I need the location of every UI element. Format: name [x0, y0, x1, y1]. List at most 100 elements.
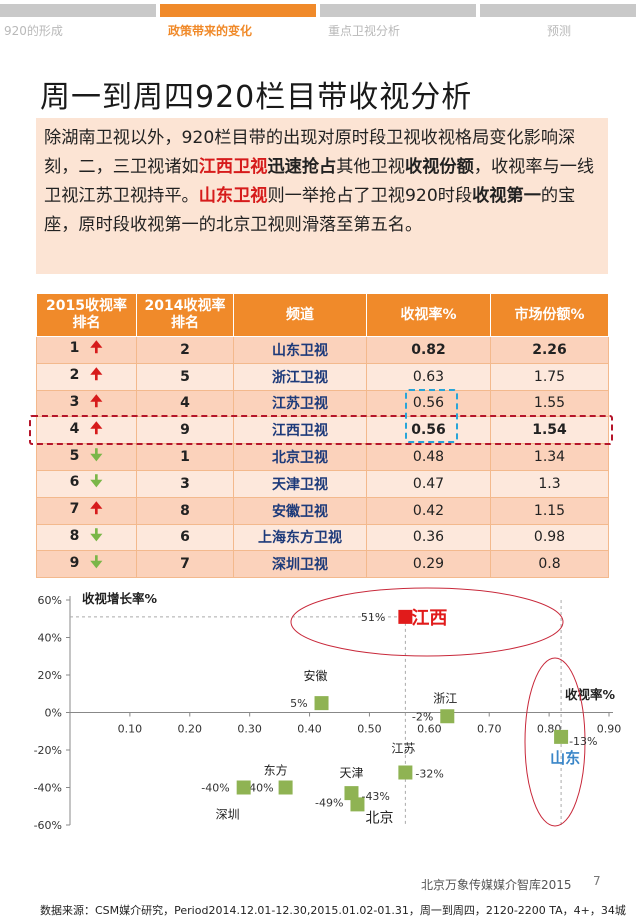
x-tick-label: 0.10 — [118, 723, 143, 736]
tab-label: 预测 — [546, 24, 571, 38]
point-name-label: 北京 — [365, 810, 393, 826]
rating-cell: 0.56 — [366, 416, 491, 445]
channel-cell: 安徽卫视 — [233, 496, 367, 525]
data-source-footer: 数据来源：CSM媒介研究，Period2014.12.01-12.30,2015… — [40, 904, 626, 917]
tab-920-formation[interactable]: 920的形成 — [0, 0, 160, 42]
source-credit: 北京万象传媒媒介智库2015 — [421, 878, 572, 892]
point-name-label: 天津 — [339, 766, 363, 780]
rank-2014-cell: 3 — [136, 469, 234, 498]
intro-text: ，收视率与一线卫视江苏卫视持平。 — [44, 157, 595, 206]
share-cell: 1.34 — [490, 443, 609, 471]
data-point-北京 — [350, 797, 365, 812]
data-point-安徽 — [314, 696, 329, 711]
x-tick-label: 0.20 — [178, 723, 203, 736]
share-cell: 1.54 — [490, 416, 609, 445]
channel-cell: 深圳卫视 — [233, 550, 367, 579]
intro-text: 除湖南卫视以外，920栏目带的出现对原时段卫视收视格局变化影响深刻，二，三卫视诸… — [44, 128, 576, 177]
header-rating: 收视率% — [366, 293, 491, 337]
tab-bar — [0, 4, 156, 17]
ratings-table: 2015收视率 排名 2014收视率 排名 频道 收视率% 市场份额% 1 🠉 2 山东卫… — [36, 293, 609, 579]
rating-cell: 0.82 — [366, 336, 491, 364]
rank-2015-cell: 7 🠉 — [36, 496, 137, 525]
shandong-highlight-ellipse — [524, 657, 586, 827]
share-cell: 0.8 — [490, 550, 609, 579]
rank-2014-cell: 6 — [136, 523, 234, 552]
rating-cell: 0.48 — [366, 443, 491, 471]
rank-2014-cell: 7 — [136, 550, 234, 579]
share-cell: 1.15 — [490, 496, 609, 525]
point-value-label: -40% — [201, 782, 229, 795]
point-value-label: -2% — [412, 710, 433, 723]
table-row: 7 🠉 8 安徽卫视 0.42 1.15 — [36, 496, 609, 525]
share-cell: 1.55 — [490, 389, 609, 418]
x-tick-label: 0.60 — [417, 723, 442, 736]
point-name-label: 江西 — [411, 608, 447, 629]
trend-down-icon: 🠋 — [90, 472, 103, 491]
top-nav: 920的形成 政策带来的变化 重点卫视分析 预测 — [0, 0, 640, 42]
rank-2014-cell: 5 — [136, 362, 234, 391]
page-title: 周一到周四920栏目带收视分析 — [40, 80, 473, 115]
channel-cell: 北京卫视 — [233, 443, 367, 471]
tab-policy-changes[interactable]: 政策带来的变化 — [160, 0, 320, 42]
point-name-label: 浙江 — [433, 691, 457, 705]
x-tick-label: 0.50 — [357, 723, 382, 736]
rank-2015-cell: 5 🠋 — [36, 443, 137, 471]
rating-cell: 0.29 — [366, 550, 491, 579]
point-name-label: 东方 — [264, 763, 288, 778]
highlight-seize: 迅速抢占 — [267, 157, 337, 177]
trend-up-icon: 🠉 — [90, 365, 103, 384]
share-cell: 1.75 — [490, 362, 609, 391]
header-2015-rank: 2015收视率 排名 — [36, 293, 137, 337]
rating-cell: 0.47 — [366, 469, 491, 498]
share-cell: 1.3 — [490, 469, 609, 498]
rating-cell: 0.63 — [366, 362, 491, 391]
y-tick-label: 60% — [38, 594, 62, 607]
rating-compare-highlight — [405, 389, 458, 443]
table-header-row: 2015收视率 排名 2014收视率 排名 频道 收视率% 市场份额% — [36, 293, 609, 337]
tab-bar — [160, 4, 316, 17]
trend-down-icon: 🠋 — [90, 445, 103, 464]
trend-up-icon: 🠉 — [90, 391, 103, 410]
jiangxi-highlight-ellipse — [290, 587, 564, 657]
table-row: 2 🠉 5 浙江卫视 0.63 1.75 — [36, 362, 609, 391]
y-tick-label: 20% — [38, 669, 62, 682]
rank-2014-cell: 9 — [136, 416, 234, 445]
rating-cell: 0.42 — [366, 496, 491, 525]
rank-2015-cell: 9 🠋 — [36, 550, 137, 579]
header-channel: 频道 — [233, 293, 367, 337]
x-tick-label: 0.40 — [297, 723, 322, 736]
data-point-天津 — [344, 786, 359, 801]
y-axis-label: 收视增长率% — [82, 591, 158, 606]
y-tick-label: 0% — [45, 707, 62, 720]
point-name-label: 山东 — [550, 749, 580, 767]
intro-text: 的宝座，原时段收视第一的北京卫视则滑落至第五名。 — [44, 186, 576, 235]
rank-2015-cell: 6 🠋 — [36, 469, 137, 498]
growth-scatter-chart: 60% 40% 20% 0% -20% -40% -60% 0.10 0.20 0.30 0.40 0… — [34, 587, 622, 832]
highlight-shandong: 山东卫视 — [198, 186, 268, 206]
point-value-label: -13% — [569, 735, 597, 748]
trend-up-icon: 🠉 — [90, 338, 103, 357]
point-value-label: -32% — [415, 768, 443, 781]
rating-cell: 0.36 — [366, 523, 491, 552]
channel-cell: 江西卫视 — [233, 416, 367, 445]
point-value-label: -40% — [245, 782, 273, 795]
point-value-label: 5% — [290, 697, 307, 710]
tab-bar — [480, 4, 636, 17]
point-value-label: -43% — [361, 790, 389, 803]
trend-down-icon: 🠋 — [90, 525, 103, 544]
data-point-东方 — [278, 780, 293, 795]
highlight-jiangxi: 江西卫视 — [198, 157, 268, 177]
rank-2014-cell: 4 — [136, 389, 234, 418]
data-point-深圳 — [236, 780, 251, 795]
x-axis-label: 收视率% — [565, 687, 616, 702]
data-point-江西 — [398, 609, 413, 624]
rank-2015-cell: 8 🠋 — [36, 523, 137, 552]
highlight-first: 收视第一 — [472, 186, 541, 206]
tab-forecast[interactable]: 预测 — [480, 0, 640, 42]
intro-text: 其他卫视 — [336, 157, 405, 177]
share-cell: 0.98 — [490, 523, 609, 552]
tab-key-channels[interactable]: 重点卫视分析 — [320, 0, 480, 42]
x-tick-label: 0.90 — [597, 723, 622, 736]
channel-cell: 浙江卫视 — [233, 362, 367, 391]
jiangxi-row-highlight — [29, 415, 613, 445]
